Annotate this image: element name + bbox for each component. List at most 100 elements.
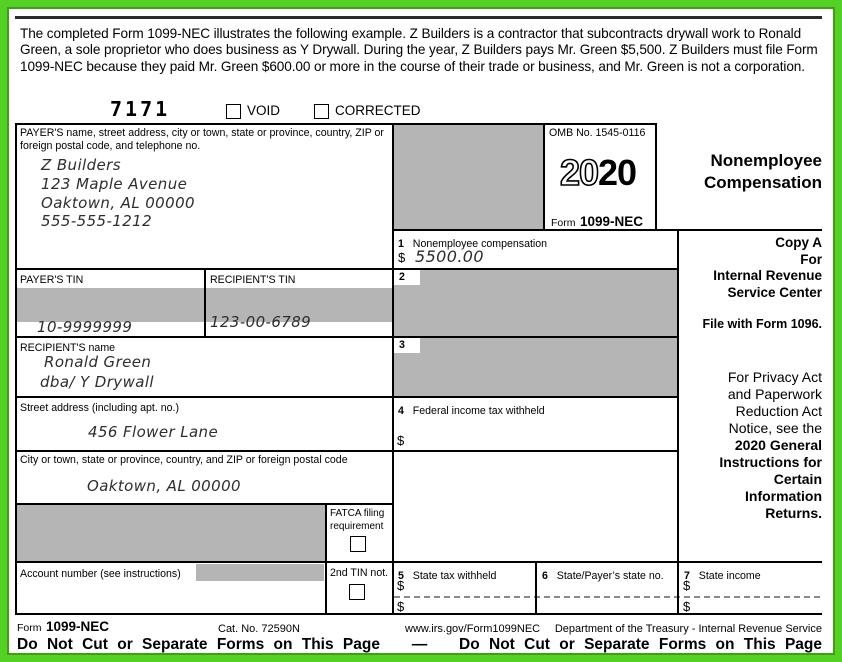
form-number-header: Form 1099-NEC <box>551 214 643 229</box>
box1-label: 1 Nonemployee compensation <box>398 238 548 250</box>
grid-line <box>15 450 679 452</box>
copy-a-block: Copy A For Internal Revenue Service Cent… <box>652 235 822 522</box>
irs-url: www.irs.gov/Form1099NEC <box>405 623 541 635</box>
box6-label: 6 State/Payer’s state no. <box>542 570 664 582</box>
box5-label: 5 State tax withheld <box>398 570 497 582</box>
instructions-ref-line: Instructions for <box>719 454 822 470</box>
grid-line <box>392 229 822 231</box>
void-label: VOID <box>247 103 281 118</box>
box2-gray <box>392 268 677 336</box>
recipient-dba-value: dba/ Y Drywall <box>40 373 154 391</box>
do-not-cut-right: Do Not Cut or Separate Forms on This Pag… <box>459 636 822 653</box>
corrected-label: CORRECTED <box>335 103 421 118</box>
grid-line <box>15 123 657 125</box>
corrected-checkbox[interactable] <box>314 104 329 119</box>
street-value: 456 Flower Lane <box>88 423 219 441</box>
recipient-name-value: Ronald Green <box>44 353 152 371</box>
city-value: Oaktown, AL 00000 <box>87 477 241 495</box>
box3-gray <box>392 336 677 396</box>
fatca-label: FATCA filing requirement <box>330 508 385 532</box>
account-gray-band <box>196 564 324 581</box>
instructions-ref-line: Returns. <box>765 505 822 521</box>
footer-rule <box>15 653 825 655</box>
department-line: Department of the Treasury - Internal Re… <box>554 623 822 635</box>
instructions-ref-line: Information <box>745 488 822 504</box>
year-bold: 20 <box>598 152 637 193</box>
payer-street-value: 123 Maple Avenue <box>41 175 188 193</box>
tax-year: 2020 <box>543 152 653 193</box>
city-label: City or town, state or province, country… <box>20 454 348 466</box>
box7-dollar-sign-1: $ <box>683 578 691 593</box>
box5-dollar-sign-2: $ <box>397 599 405 614</box>
catalog-number: Cat. No. 72590N <box>218 623 300 635</box>
omb-number: OMB No. 1545-0116 <box>549 127 646 139</box>
fatca-row-gray <box>15 503 325 561</box>
recipient-tin-label: RECIPIENT'S TIN <box>210 274 296 286</box>
box7-dollar-sign-2: $ <box>683 599 691 614</box>
payer-city-value: Oaktown, AL 00000 <box>41 194 195 212</box>
top-rule <box>15 16 822 19</box>
grid-line <box>543 123 545 229</box>
copy-a-line: Service Center <box>727 284 822 300</box>
payer-phone-value: 555-555-1212 <box>41 212 153 230</box>
box4-dollar-sign: $ <box>397 433 405 448</box>
grid-line <box>15 336 679 338</box>
copy-a-line: Internal Revenue <box>713 268 822 283</box>
payer-name-value: Z Builders <box>41 156 121 174</box>
grid-line <box>15 613 822 615</box>
privacy-line: Reduction Act <box>735 403 822 419</box>
grid-line <box>392 123 394 613</box>
payer-tin-label: PAYER'S TIN <box>20 274 84 286</box>
box2-number: 2 <box>399 271 405 283</box>
intro-paragraph: The completed Form 1099-NEC illustrates … <box>20 26 818 74</box>
print-code: 7171 <box>110 97 171 121</box>
grid-line <box>15 123 17 615</box>
second-tin-checkbox[interactable] <box>349 584 365 600</box>
header-gray-box <box>392 123 543 229</box>
street-label: Street address (including apt. no.) <box>20 402 179 414</box>
state-row-dashed-line <box>394 596 820 598</box>
grid-line <box>15 561 822 563</box>
grid-line <box>677 229 679 613</box>
copy-a-line: Copy A <box>775 235 822 250</box>
instructions-ref-line: 2020 General <box>734 437 822 453</box>
box4-label: 4 Federal income tax withheld <box>398 405 545 417</box>
recipient-tin-gray-band <box>204 288 392 322</box>
fatca-checkbox[interactable] <box>350 536 366 552</box>
box3-number-chip <box>394 338 420 353</box>
copy-a-line: For <box>800 251 822 267</box>
grid-line <box>655 123 657 231</box>
instructions-ref-line: Certain <box>773 471 822 487</box>
privacy-line: and Paperwork <box>727 386 822 402</box>
file-with-1096: File with Form 1096. <box>702 317 822 331</box>
recipient-name-label: RECIPIENT'S name <box>20 342 116 354</box>
void-checkbox[interactable] <box>226 104 241 119</box>
do-not-cut-line: Do Not Cut or Separate Forms on This Pag… <box>17 636 822 654</box>
year-outline: 20 <box>559 152 600 193</box>
grid-line <box>535 561 537 613</box>
box2-number-chip <box>394 270 420 285</box>
grid-line <box>15 396 679 398</box>
account-number-label: Account number (see instructions) <box>20 568 181 580</box>
grid-line <box>15 268 679 270</box>
box7-label: 7 State income <box>684 570 761 582</box>
second-tin-label: 2nd TIN not. <box>330 567 389 579</box>
do-not-cut-left: Do Not Cut or Separate Forms on This Pag… <box>17 636 380 653</box>
box1-dollar-sign: $ <box>398 250 406 265</box>
grid-line <box>325 503 327 613</box>
recipient-tin-value: 123-00-6789 <box>210 313 312 331</box>
privacy-line: Notice, see the <box>728 420 822 436</box>
box5-dollar-sign-1: $ <box>397 578 405 593</box>
payer-tin-value: 10-9999999 <box>37 318 133 336</box>
privacy-line: For Privacy Act <box>727 369 822 385</box>
payer-label: PAYER'S name, street address, city or to… <box>20 127 384 152</box>
box1-value: 5500.00 <box>415 247 484 266</box>
form-title: Nonemployee Compensation <box>703 151 822 192</box>
box3-number: 3 <box>399 339 405 351</box>
footer-form-number: Form 1099-NEC <box>17 619 109 634</box>
payer-tin-gray-band <box>15 288 204 322</box>
grid-line <box>15 503 394 505</box>
grid-line <box>204 270 206 336</box>
do-not-cut-dash: — <box>411 636 428 653</box>
